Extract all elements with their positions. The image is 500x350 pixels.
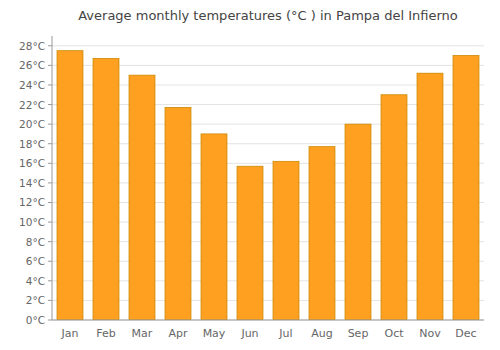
x-tick-label: Nov: [419, 327, 441, 340]
x-axis-line: [52, 320, 484, 321]
bar: [309, 147, 335, 320]
bar: [417, 73, 443, 320]
x-tick-label: Dec: [455, 327, 476, 340]
y-tick: [48, 300, 52, 301]
y-tick-label: 8°C: [26, 236, 45, 248]
chart: Average monthly temperatures (°C ) in Pa…: [0, 0, 500, 350]
x-tick-label: Apr: [168, 327, 188, 340]
x-tick-label: Sep: [348, 327, 369, 340]
bar: [93, 59, 119, 320]
bar: [201, 134, 227, 320]
bar: [345, 124, 371, 320]
y-tick-label: 26°C: [19, 59, 45, 71]
x-tick-label: Jun: [240, 327, 258, 340]
y-tick: [48, 182, 52, 183]
y-tick: [48, 280, 52, 281]
bar: [165, 107, 191, 320]
bar: [57, 51, 83, 320]
y-tick: [48, 261, 52, 262]
grid: [52, 46, 484, 320]
y-tick-label: 18°C: [19, 138, 45, 150]
bar: [381, 95, 407, 320]
x-tick-label: Jan: [61, 327, 79, 340]
y-tick-label: 0°C: [26, 314, 45, 326]
y-tick-label: 14°C: [19, 177, 45, 189]
y-tick-label: 20°C: [19, 118, 45, 130]
x-tick-label: Jul: [278, 327, 292, 340]
grid-line: [52, 45, 484, 46]
x-tick-label: May: [203, 327, 226, 340]
bar: [273, 161, 299, 320]
bars: [57, 51, 479, 320]
x-tick-label: Feb: [96, 327, 115, 340]
y-tick-label: 22°C: [19, 99, 45, 111]
y-tick-label: 28°C: [19, 40, 45, 52]
bar: [129, 75, 155, 320]
y-tick: [48, 163, 52, 164]
y-tick: [48, 241, 52, 242]
y-tick: [48, 320, 52, 321]
y-tick: [48, 124, 52, 125]
y-tick: [48, 222, 52, 223]
y-tick-label: 12°C: [19, 196, 45, 208]
y-tick: [48, 202, 52, 203]
y-axis-line: [52, 36, 53, 320]
y-tick-label: 4°C: [26, 275, 45, 287]
title: Average monthly temperatures (°C ) in Pa…: [78, 8, 458, 23]
y-tick-label: 2°C: [26, 294, 45, 306]
bar: [237, 166, 263, 320]
y-tick-label: 10°C: [19, 216, 45, 228]
grid-line: [52, 320, 484, 321]
y-tick: [48, 84, 52, 85]
y-tick: [48, 65, 52, 66]
y-axis: 0°C 2°C 4°C 6°C 8°C 10°C 12°C 14°C 16°C 18°C 20°C 2…: [19, 36, 52, 326]
y-tick-label: 24°C: [19, 79, 45, 91]
y-tick: [48, 45, 52, 46]
y-tick-label: 6°C: [26, 255, 45, 267]
bar: [453, 56, 479, 320]
y-tick: [48, 104, 52, 105]
x-axis: Jan Feb Mar Apr May Jun Jul Aug Sep Oct Nov Dec: [52, 320, 484, 340]
y-tick-label: 16°C: [19, 157, 45, 169]
x-tick-label: Mar: [132, 327, 153, 340]
x-tick-label: Aug: [311, 327, 332, 340]
y-tick: [48, 143, 52, 144]
x-tick-label: Oct: [384, 327, 404, 340]
